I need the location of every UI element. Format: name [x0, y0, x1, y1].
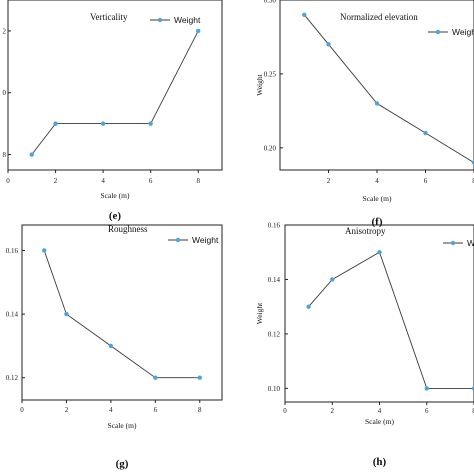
x-tick-label: 4 [375, 177, 379, 185]
x-tick-label: 2 [331, 407, 335, 415]
series-line-weight [308, 251, 474, 389]
data-point [374, 101, 380, 106]
y-tick-label: 0.14 [6, 311, 19, 319]
x-tick-label: 6 [424, 177, 428, 185]
y-axis-label: Weight [255, 302, 264, 324]
data-point [42, 248, 47, 253]
x-tick-label: 8 [198, 406, 202, 414]
x-tick-label: 0 [6, 177, 10, 185]
y-tick-label: 0.12 [268, 330, 281, 338]
legend: Weight [443, 238, 474, 248]
legend-marker [157, 17, 163, 23]
data-point [306, 304, 311, 309]
x-tick-label: 6 [425, 407, 429, 415]
legend-label: Weight [452, 27, 474, 37]
panel-label: (h) [373, 456, 387, 468]
x-tick-label: 8 [196, 177, 200, 185]
y-tick-label: 8 [3, 151, 7, 159]
legend: Weight [428, 27, 474, 37]
x-axis-label: Scale (m) [363, 194, 392, 203]
chart-panel-3: 0 2 4 6 8 0.10 0.12 0.14 0.16 Anisotropy Scale (m)… [255, 222, 474, 468]
plot-frame [21, 224, 223, 401]
chart-title: Verticality [90, 12, 128, 22]
x-tick-label: 2 [327, 177, 331, 185]
legend: Weight [150, 15, 201, 25]
data-point [196, 28, 201, 34]
chart-title: Anisotropy [345, 226, 386, 236]
x-tick-label: 4 [109, 406, 113, 414]
data-point [197, 375, 202, 380]
x-tick-label: 0 [20, 406, 24, 414]
y-tick-label: 0.25 [264, 70, 277, 78]
data-point [377, 250, 382, 255]
data-point [29, 152, 34, 157]
x-tick-label: 2 [65, 406, 69, 414]
x-axis-label: Scale (m) [108, 421, 137, 430]
data-point [330, 277, 335, 282]
data-point [64, 311, 69, 317]
y-tick-label: 0.12 [6, 374, 19, 382]
data-point [471, 386, 474, 391]
chart-title: Normalized elevation [340, 12, 418, 22]
y-tick-label: 0.20 [264, 144, 277, 152]
legend-marker [435, 29, 441, 35]
x-axis-label: Scale (m) [101, 191, 130, 200]
y-tick-label: 0 [3, 89, 7, 97]
legend-marker [175, 237, 181, 243]
series-line-weight [303, 14, 474, 163]
y-tick-label: 0.30 [264, 0, 277, 5]
y-axis-label: Weight [255, 73, 264, 95]
data-point [153, 375, 158, 380]
x-tick-label: 0 [283, 407, 287, 415]
y-tick-label: 0.16 [268, 222, 281, 230]
x-tick-label: 6 [154, 406, 158, 414]
data-point [302, 12, 307, 17]
chart-panel-0: 0 2 4 6 8 8 0 2 Verticality Scale (m) (e) Weight [3, 0, 223, 222]
x-tick-label: 4 [101, 177, 105, 185]
legend-label: Weight [192, 235, 219, 245]
y-tick-label: 0.16 [6, 247, 19, 255]
x-tick-label: 8 [472, 407, 474, 415]
y-tick-label: 0.14 [268, 276, 281, 284]
x-tick-label: 4 [378, 407, 382, 415]
y-tick-label: 2 [3, 27, 7, 35]
legend-label: Weight [467, 238, 474, 248]
x-tick-label: 8 [472, 177, 474, 185]
plot-frame [7, 0, 223, 171]
x-axis-label: Scale (m) [365, 417, 394, 426]
chart-panel-1: 2 4 6 8 0.30 0.25 0.20 Normalized elevation Scal… [255, 0, 474, 228]
legend-marker [450, 240, 456, 246]
data-point [148, 121, 153, 126]
x-tick-label: 6 [149, 177, 153, 185]
data-point [326, 42, 331, 47]
panel-label: (g) [116, 458, 129, 470]
data-point [53, 121, 58, 126]
data-point [423, 130, 428, 136]
legend-label: Weight [174, 15, 201, 25]
chart-title: Roughness [108, 224, 148, 234]
panel-label: (f) [372, 216, 383, 228]
data-point [100, 121, 106, 126]
data-point [108, 343, 114, 349]
panel-label: (e) [109, 210, 122, 222]
y-tick-label: 0.10 [268, 385, 281, 393]
data-point [424, 386, 429, 391]
legend: Weight [168, 235, 219, 245]
chart-panel-2: 0 2 4 6 8 0.16 0.14 0.12 Roughness Scale (m) (g) We… [6, 224, 223, 470]
data-point [471, 160, 474, 165]
x-tick-label: 2 [54, 177, 58, 185]
series-line-weight [31, 30, 199, 155]
